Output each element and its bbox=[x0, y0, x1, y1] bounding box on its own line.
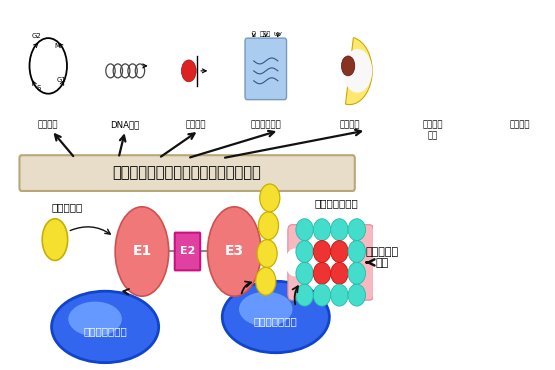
Ellipse shape bbox=[348, 284, 366, 306]
Ellipse shape bbox=[331, 219, 348, 240]
Text: ユビキチン・プロテアソームシステム: ユビキチン・プロテアソームシステム bbox=[113, 166, 261, 181]
Ellipse shape bbox=[331, 284, 348, 306]
Circle shape bbox=[285, 249, 304, 276]
Ellipse shape bbox=[313, 262, 331, 284]
Text: E2: E2 bbox=[180, 246, 195, 256]
Text: UV: UV bbox=[274, 32, 282, 37]
Ellipse shape bbox=[257, 240, 277, 268]
Ellipse shape bbox=[348, 262, 366, 284]
Text: G1: G1 bbox=[57, 77, 67, 83]
Text: DNA修復: DNA修復 bbox=[110, 121, 140, 130]
FancyBboxPatch shape bbox=[245, 38, 286, 100]
Circle shape bbox=[341, 56, 355, 76]
Text: E1: E1 bbox=[132, 245, 152, 259]
Ellipse shape bbox=[260, 184, 280, 212]
Text: 標的たんぱく質: 標的たんぱく質 bbox=[254, 316, 297, 326]
Text: 重金属: 重金属 bbox=[260, 31, 271, 37]
Ellipse shape bbox=[331, 262, 348, 284]
Ellipse shape bbox=[52, 291, 159, 363]
Text: G2: G2 bbox=[31, 33, 41, 39]
FancyBboxPatch shape bbox=[175, 233, 200, 270]
Ellipse shape bbox=[348, 219, 366, 240]
Ellipse shape bbox=[222, 281, 329, 353]
Text: シグナル
伝達: シグナル 伝達 bbox=[423, 121, 443, 140]
Circle shape bbox=[511, 38, 523, 56]
Ellipse shape bbox=[313, 219, 331, 240]
Ellipse shape bbox=[331, 240, 348, 262]
FancyBboxPatch shape bbox=[288, 225, 308, 300]
Ellipse shape bbox=[348, 240, 366, 262]
Ellipse shape bbox=[296, 284, 313, 306]
Ellipse shape bbox=[208, 207, 261, 296]
Text: 細胞周期: 細胞周期 bbox=[38, 121, 58, 130]
Ellipse shape bbox=[68, 302, 122, 336]
Text: ユビキチン: ユビキチン bbox=[52, 202, 83, 212]
Ellipse shape bbox=[259, 212, 279, 240]
Circle shape bbox=[436, 72, 443, 82]
Ellipse shape bbox=[239, 292, 292, 326]
Text: プロテアソーム: プロテアソーム bbox=[315, 198, 359, 208]
Wedge shape bbox=[345, 38, 372, 105]
FancyBboxPatch shape bbox=[354, 225, 374, 300]
Circle shape bbox=[343, 49, 372, 93]
Text: 標的たんぱく質: 標的たんぱく質 bbox=[83, 326, 127, 336]
Ellipse shape bbox=[42, 219, 68, 260]
Circle shape bbox=[444, 65, 449, 73]
Text: 免疫応答: 免疫応答 bbox=[339, 121, 360, 130]
Ellipse shape bbox=[313, 284, 331, 306]
Text: 転写制御: 転写制御 bbox=[185, 121, 206, 130]
Text: たんぱく質
分解: たんぱく質 分解 bbox=[366, 247, 398, 268]
Ellipse shape bbox=[296, 262, 313, 284]
Ellipse shape bbox=[313, 240, 331, 262]
Circle shape bbox=[423, 54, 432, 68]
Text: E3: E3 bbox=[225, 245, 244, 259]
Text: 品質管理: 品質管理 bbox=[510, 121, 531, 130]
Text: S: S bbox=[37, 85, 41, 91]
Circle shape bbox=[181, 60, 196, 82]
Text: M: M bbox=[54, 43, 60, 49]
Ellipse shape bbox=[115, 207, 169, 296]
Ellipse shape bbox=[296, 240, 313, 262]
Ellipse shape bbox=[256, 268, 276, 295]
Text: ストレス応答: ストレス応答 bbox=[250, 121, 281, 130]
FancyBboxPatch shape bbox=[19, 155, 355, 191]
Ellipse shape bbox=[296, 219, 313, 240]
Circle shape bbox=[440, 85, 445, 93]
Text: 熱: 熱 bbox=[252, 31, 256, 37]
Circle shape bbox=[532, 59, 537, 67]
